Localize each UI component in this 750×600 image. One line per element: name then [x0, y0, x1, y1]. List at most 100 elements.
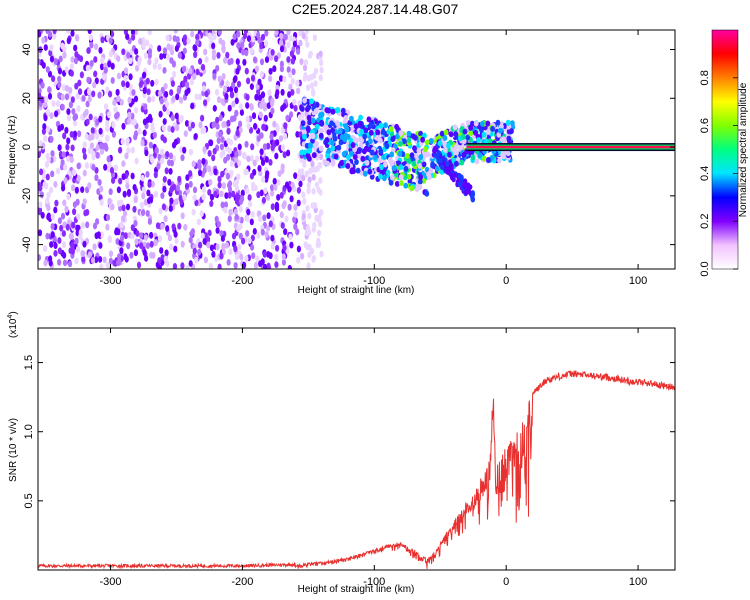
spectrogram-noise-cell — [60, 93, 65, 101]
spectrogram-signal-cell — [363, 127, 369, 134]
spectrogram-noise-cell — [238, 232, 243, 240]
spectrogram-noise-cell — [121, 122, 126, 130]
spectrogram-noise-cell — [55, 167, 61, 175]
spectrogram-noise-cell — [289, 241, 294, 249]
spectrogram-signal-cell — [454, 160, 459, 167]
spectrogram-noise-cell — [152, 62, 157, 70]
spectrogram-noise-cell — [165, 151, 170, 158]
spectrogram-noise-cell — [47, 70, 53, 78]
spectrogram-noise-cell — [127, 111, 132, 119]
spectrogram-noise-cell — [89, 59, 94, 67]
spectrogram-signal-cell — [299, 149, 305, 156]
spectrogram-noise-cell — [268, 252, 273, 260]
spectrogram-signal-cell — [401, 138, 407, 145]
spectrogram-noise-cell — [279, 45, 285, 53]
spectrogram-noise-cell — [123, 232, 128, 240]
spectrogram-noise-cell — [319, 153, 324, 161]
spectrogram-noise-cell — [246, 122, 251, 130]
spectrogram-noise-cell — [194, 199, 199, 207]
spectrogram-noise-cell — [179, 96, 184, 104]
spectrogram-noise-cell — [281, 259, 286, 266]
spectrogram-noise-cell — [306, 182, 311, 189]
spectrogram-noise-cell — [155, 222, 161, 230]
spectrogram-signal-cell — [314, 141, 319, 147]
spectrogram-noise-cell — [142, 129, 147, 137]
spectrogram-signal-cell — [395, 133, 400, 140]
spectrogram-noise-cell — [318, 177, 323, 184]
spectrogram-noise-cell — [221, 73, 226, 80]
spectrogram-noise-cell — [255, 255, 260, 263]
spectrogram-noise-cell — [283, 122, 288, 130]
spectrogram-signal-cell — [330, 127, 335, 134]
spectrogram-noise-cell — [53, 206, 58, 214]
spectrogram-signal-cell — [336, 144, 342, 151]
spectrogram-noise-cell — [288, 71, 293, 79]
spectrogram-noise-cell — [149, 231, 154, 239]
spectrogram-signal-cell — [357, 147, 362, 153]
spectrogram-noise-cell — [172, 35, 177, 42]
spectrogram-noise-cell — [214, 255, 219, 263]
spectrogram-noise-cell — [101, 142, 107, 150]
spectrogram-noise-cell — [95, 151, 100, 159]
spectrogram-noise-cell — [57, 81, 62, 89]
spectrogram-noise-cell — [100, 57, 105, 64]
spectrogram-noise-cell — [246, 208, 251, 216]
spectrogram-noise-cell — [261, 176, 266, 183]
spectrogram-noise-cell — [134, 157, 139, 165]
spectrogram-noise-cell — [60, 212, 66, 220]
spectrogram-signal-cell — [409, 152, 415, 159]
spectrogram-noise-cell — [115, 88, 120, 96]
spectrogram-noise-cell — [224, 241, 229, 249]
spectrogram-signal-cell — [392, 165, 397, 171]
spectrogram-signal-cell — [481, 131, 487, 138]
spectrogram-noise-cell — [226, 119, 231, 127]
spectrogram-noise-cell — [84, 162, 90, 169]
spectrogram-noise-cell — [237, 149, 242, 157]
spectrogram-noise-cell — [71, 184, 76, 192]
spectrogram-noise-cell — [125, 182, 130, 190]
spectrogram-noise-cell — [55, 100, 61, 107]
spectrogram-signal-cell — [465, 189, 470, 195]
spectrogram-noise-cell — [64, 66, 69, 74]
spectrogram-noise-cell — [188, 260, 193, 267]
spectrogram-y-label: Frequency (Hz) — [7, 116, 18, 185]
spectrogram-noise-cell — [190, 121, 195, 129]
spectrogram-noise-cell — [212, 73, 217, 80]
spectrogram-noise-cell — [238, 103, 243, 110]
spectrogram-noise-cell — [212, 147, 217, 155]
spectrogram-noise-cell — [201, 193, 206, 201]
spectrogram-noise-cell — [290, 181, 295, 189]
spectrogram-noise-cell — [133, 220, 138, 227]
spectrogram-noise-cell — [234, 109, 239, 117]
spectrogram-noise-cell — [133, 249, 138, 257]
spectrogram-noise-cell — [164, 167, 169, 175]
spectrogram-noise-cell — [231, 100, 236, 108]
spectrogram-noise-cell — [260, 258, 265, 266]
spectrogram-noise-cell — [274, 30, 279, 36]
spectrogram-signal-cell — [372, 154, 378, 161]
spectrogram-noise-cell — [108, 37, 113, 45]
spectrogram-noise-cell — [153, 190, 159, 198]
spectrogram-noise-cell — [280, 88, 285, 96]
spectrogram-noise-cell — [98, 115, 103, 123]
spectrogram-noise-cell — [90, 133, 95, 141]
spectrogram-noise-cell — [183, 75, 188, 83]
spectrogram-noise-cell — [69, 70, 74, 77]
spectrogram-signal-cell — [369, 149, 375, 156]
spectrogram-noise-cell — [136, 261, 142, 269]
spectrogram-signal-cell — [314, 101, 320, 108]
spectrogram-noise-cell — [95, 132, 100, 140]
spectrogram-noise-cell — [270, 189, 275, 197]
spectrogram-noise-cell — [178, 116, 183, 124]
spectrogram-noise-cell — [236, 173, 241, 181]
spectrogram-signal-cell — [486, 157, 491, 163]
spectrogram-noise-cell — [232, 76, 237, 84]
spectrogram-signal-cell — [388, 126, 394, 133]
spectrogram-noise-cell — [298, 180, 303, 188]
spectrogram-noise-cell — [269, 133, 274, 141]
spectrogram-noise-cell — [201, 85, 207, 92]
spectrogram-noise-cell — [136, 59, 141, 67]
spectrogram-noise-cell — [245, 102, 250, 109]
spectrogram-noise-cell — [318, 220, 323, 228]
spectrogram-noise-cell — [90, 257, 96, 264]
